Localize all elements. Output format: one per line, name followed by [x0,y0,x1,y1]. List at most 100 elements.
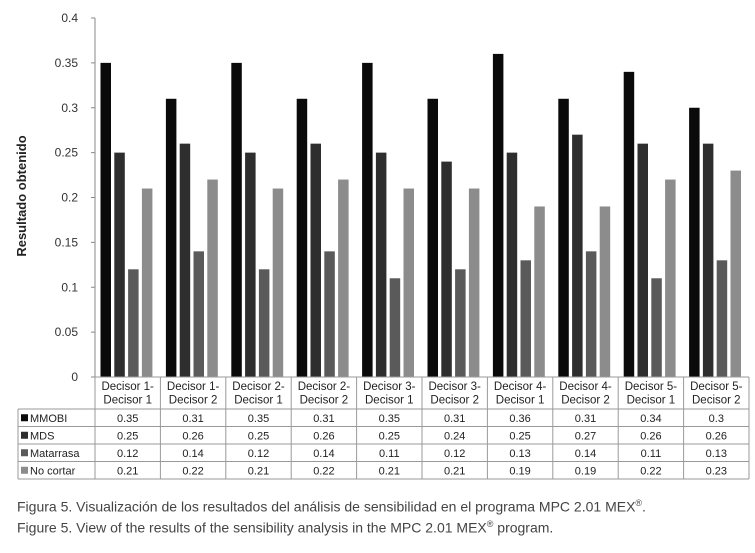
bar-mmobi [689,107,700,377]
legend-key-matarrasa [21,449,28,457]
bar-mds [441,161,452,377]
bars [100,53,741,378]
category-label: Decisor 2 [430,395,479,407]
table-cell-value: 0.31 [182,413,203,425]
table-cell-value: 0.24 [444,430,465,442]
table-cell-value: 0.34 [640,413,661,425]
bar-matarrasa [520,260,531,377]
table-cell-value: 0.26 [313,430,334,442]
bar-mmobi [492,53,504,378]
bar-mmobi [231,62,242,377]
category-label: Decisor 1 [627,395,676,407]
table-cell-value: 0.25 [509,430,530,442]
table-cell-value: 0.22 [182,465,203,477]
y-tick-label: 0.35 [55,56,79,70]
category-label: Decisor 2 [300,395,349,407]
bar-mmobi [623,71,635,377]
category-label: Decisor 5- [625,381,678,393]
y-tick-label: 0.3 [61,101,78,115]
table-cell-value: 0.3 [709,413,724,425]
bar-no-cortar [403,188,414,377]
table-cell-value: 0.19 [575,465,596,477]
y-axis: 0 0.05 0.1 0.15 0.2 0.25 0.3 0.35 0.4 [55,11,96,384]
table-cell-value: 0.21 [444,465,465,477]
bar-no-cortar [599,206,611,377]
category-label: Decisor 2 [692,395,741,407]
table-cell-value: 0.11 [379,448,400,460]
bar-no-cortar [665,179,676,377]
bar-no-cortar [730,170,741,377]
table-cell-value: 0.21 [248,465,269,477]
category-label: Decisor 5- [690,381,743,393]
legend-label: No cortar [30,465,76,477]
table-cell-value: 0.26 [182,430,203,442]
table-cell-value: 0.14 [182,448,203,460]
bar-no-cortar [534,206,545,377]
legend-label: Matarrasa [30,448,80,460]
table-cell-value: 0.11 [641,448,662,460]
category-label: Decisor 1 [234,395,283,407]
bar-mmobi [427,98,438,378]
y-tick-label: 0.4 [61,11,78,25]
category-label: Decisor 4- [559,381,612,393]
bar-no-cortar [272,188,284,377]
legend-key-mds [21,431,28,439]
y-tick-label: 0.05 [55,325,79,339]
table-cell-value: 0.21 [117,465,138,477]
bar-matarrasa [585,251,597,377]
bar-mds [572,134,583,377]
category-label: Decisor 3- [363,381,416,393]
bar-matarrasa [324,251,335,377]
table-cell-value: 0.25 [117,430,138,442]
bar-mds [506,152,518,377]
bar-matarrasa [716,260,728,377]
data-table: Decisor 1- Decisor 1 Decisor 1- Decisor 2 De… [17,376,750,480]
category-label: Decisor 2- [232,381,285,393]
category-label: Decisor 1 [496,395,545,407]
legend-key-mmobi [21,414,28,422]
table-cell-value: 0.23 [706,465,727,477]
table-cell-value: 0.12 [444,448,465,460]
table-cell-value: 0.26 [706,430,727,442]
table-cell-value: 0.13 [706,448,727,460]
y-axis-label: Resultado obtenido [14,135,29,256]
caption-english: Figure 5. View of the results of the sen… [17,519,554,536]
bar-matarrasa [455,269,466,377]
bar-mds [179,143,191,377]
category-label: Decisor 1 [365,395,414,407]
table-cell-value: 0.36 [509,413,530,425]
y-tick-label: 0.2 [61,191,78,205]
bar-matarrasa [651,278,662,377]
category-label: Decisor 2 [169,395,218,407]
category-label: Decisor 1- [101,381,154,393]
table-cell-value: 0.14 [313,448,334,460]
category-label: Decisor 2 [561,395,610,407]
category-label: Decisor 4- [494,381,547,393]
table-cell-value: 0.22 [640,465,661,477]
table-cell-value: 0.35 [248,413,269,425]
y-tick-label: 0.25 [55,146,79,160]
table-cell-value: 0.12 [117,448,138,460]
table-cell-value: 0.13 [509,448,530,460]
bar-no-cortar [141,188,153,377]
y-tick-label: 0.15 [55,235,79,249]
bar-no-cortar [338,179,349,377]
y-tick-label: 0.1 [61,280,78,294]
bar-mmobi [558,98,569,378]
bar-mds [637,143,648,377]
bar-mds [114,152,125,377]
caption-spanish: Figura 5. Visualización de los resultado… [17,498,646,515]
table-cell-value: 0.21 [379,465,400,477]
bar-mmobi [165,98,177,378]
bar-matarrasa [193,251,204,377]
bar-mds [310,143,321,377]
table-cell-value: 0.12 [248,448,269,460]
bar-no-cortar [207,179,218,377]
bar-matarrasa [389,278,401,377]
table-cell-value: 0.19 [509,465,530,477]
category-label: Decisor 1 [103,395,152,407]
table-cell-value: 0.25 [248,430,269,442]
legend-label: MMOBI [30,413,67,425]
legend-key-no-cortar [21,466,28,474]
category-label: Decisor 3- [428,381,481,393]
